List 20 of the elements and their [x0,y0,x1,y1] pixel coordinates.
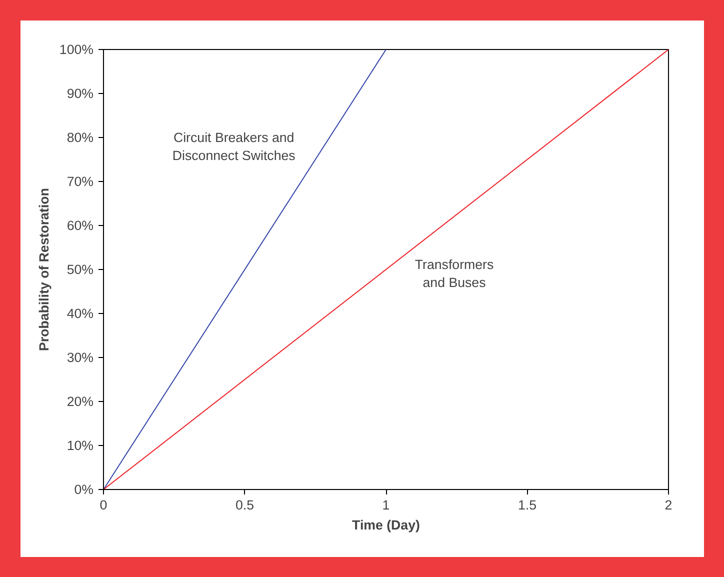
y-tick-label: 30% [66,350,94,365]
x-tick-label: 1.5 [518,498,537,512]
y-tick-label: 40% [66,306,94,321]
series-label: Circuit Breakers and Disconnect Switches [172,130,296,163]
x-tick-label: 1 [382,498,390,512]
y-tick-label: 60% [66,218,94,233]
y-axis-title: Probability of Restoration [36,188,52,351]
y-tick-label: 80% [66,130,94,145]
y-tick-label: 0% [74,482,94,497]
y-tick-label: 100% [59,42,94,57]
x-tick-label: 2 [664,498,672,512]
x-tick-label: 0.5 [235,498,254,512]
x-tick-label: 0 [100,498,108,512]
y-tick-label: 70% [66,174,94,189]
y-tick-label: 50% [66,262,94,277]
series-label: Transformers and Buses [414,257,494,290]
y-tick-label: 20% [66,394,94,409]
y-tick-label: 10% [66,438,94,453]
x-axis-title: Time (Day) [352,518,420,532]
y-tick-label: 90% [66,86,94,101]
